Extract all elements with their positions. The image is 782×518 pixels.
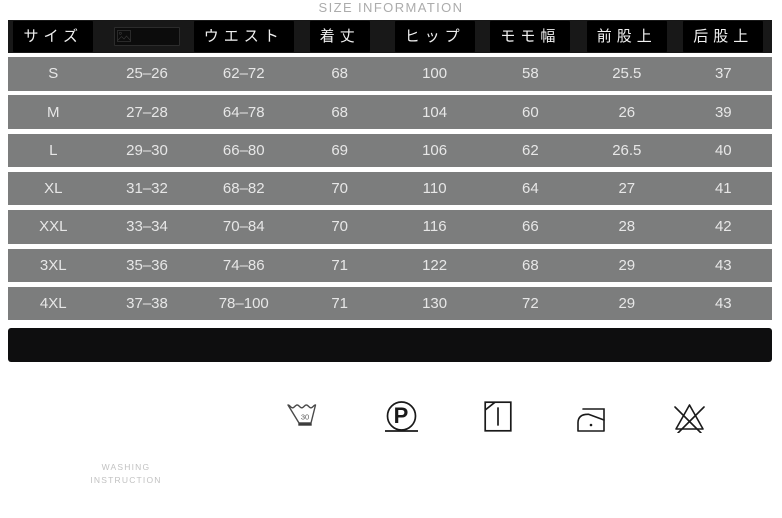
svg-text:30: 30 — [301, 413, 309, 422]
svg-text:P: P — [394, 403, 409, 428]
